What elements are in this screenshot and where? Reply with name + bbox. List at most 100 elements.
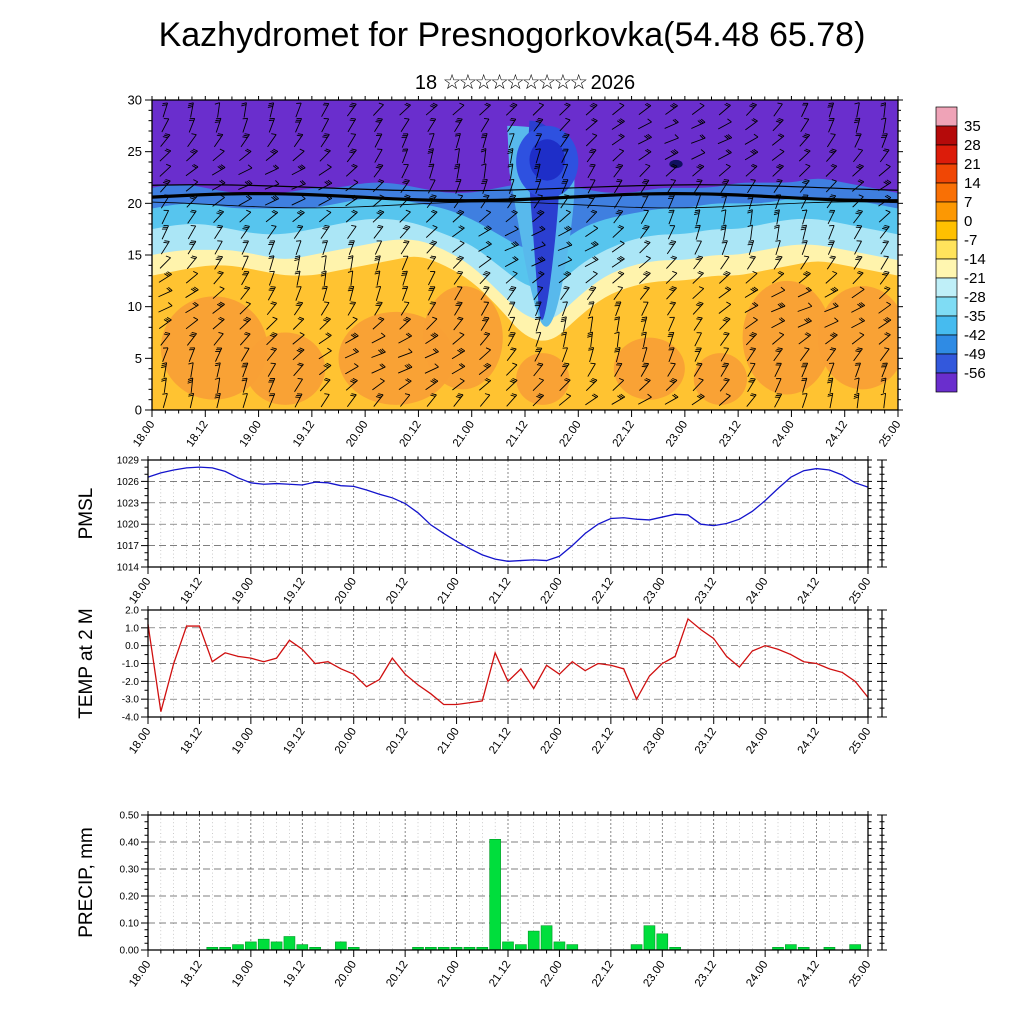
precip-bar bbox=[232, 944, 244, 951]
x-tick-label: 18.12 bbox=[179, 726, 205, 756]
y-ticks bbox=[145, 99, 903, 411]
precip-bar bbox=[643, 925, 656, 951]
warm-blob bbox=[160, 296, 268, 400]
y-ticks bbox=[141, 609, 872, 718]
colorbar-label: -35 bbox=[964, 308, 986, 325]
precip-bar bbox=[270, 941, 283, 951]
x-tick-label: 18.00 bbox=[131, 419, 157, 449]
precip-bar bbox=[785, 944, 797, 951]
y-tick-label: 25 bbox=[128, 144, 142, 159]
x-tick-label: 18.00 bbox=[127, 726, 153, 756]
y-tick-label: 0.0 bbox=[125, 641, 139, 652]
x-tick-label: 18.12 bbox=[184, 419, 210, 449]
colorbar-label: 28 bbox=[964, 137, 981, 154]
warm-blob bbox=[742, 280, 832, 395]
y-tick-label: 1014 bbox=[117, 563, 140, 574]
y-tick-label: 2.0 bbox=[125, 606, 139, 617]
colorbar-label: -42 bbox=[964, 327, 986, 344]
x-tick-label: 22.12 bbox=[611, 419, 637, 449]
y-ticks bbox=[141, 814, 872, 951]
precip-bar bbox=[515, 944, 527, 951]
precip-bar bbox=[566, 944, 579, 951]
y-tick-label: -1.0 bbox=[122, 659, 140, 670]
precip-bar bbox=[283, 936, 296, 951]
precip-bar bbox=[630, 944, 643, 951]
x-tick-label: 24.12 bbox=[796, 726, 822, 756]
date-subtitle: 18 ☆☆☆☆☆☆☆☆☆ 2026 bbox=[152, 70, 898, 95]
y-axis-title: PRECIP, mm bbox=[76, 827, 97, 938]
colorbar-segment bbox=[935, 239, 958, 260]
y-tick-labels: -4.0 -3.0 -2.0 -1.0 0.0 1.0 2.0 bbox=[122, 606, 140, 724]
shear-band-line bbox=[152, 184, 898, 192]
colorbar-label: -14 bbox=[964, 251, 986, 268]
temp-chart: -4.0 -3.0 -2.0 -1.0 0.0 1.0 2.0 18.00 18.12 19.00… bbox=[76, 606, 887, 756]
right-detached-axis bbox=[877, 459, 887, 568]
warm-blob bbox=[818, 286, 898, 390]
x-tick-label: 24.12 bbox=[796, 959, 822, 989]
x-tick-label: 25.00 bbox=[877, 419, 903, 449]
colorbar-label: 35 bbox=[964, 118, 981, 135]
x-tick-labels: 18.00 18.12 19.00 19.12 20.00 20.12 21.00 21.12… bbox=[131, 419, 903, 449]
y-tick-label: 1023 bbox=[117, 498, 140, 509]
temperature-bands bbox=[152, 100, 898, 410]
x-tick-label: 21.00 bbox=[436, 959, 462, 989]
precip-bar bbox=[540, 925, 553, 951]
page-title: Kazhydromet for Presnogorkovka(54.48 65.… bbox=[158, 16, 866, 54]
x-tick-label: 23.12 bbox=[717, 419, 743, 449]
x-ticks bbox=[151, 96, 899, 417]
precip-bar bbox=[296, 944, 309, 951]
precip-bar bbox=[502, 941, 514, 951]
colorbar-label: -56 bbox=[964, 365, 986, 382]
x-ticks bbox=[147, 456, 869, 574]
y-tick-label: 10 bbox=[128, 299, 142, 314]
y-tick-label: 0.50 bbox=[120, 811, 140, 822]
colorbar-label: -28 bbox=[964, 289, 986, 306]
y-tick-label: 0 bbox=[135, 403, 142, 418]
precip-bar bbox=[335, 941, 347, 951]
colorbar-segment bbox=[935, 220, 958, 241]
y-tick-label: 5 bbox=[135, 351, 142, 366]
x-tick-label: 24.00 bbox=[771, 419, 797, 449]
wind-barbs-layer bbox=[158, 102, 892, 409]
warm-blob bbox=[422, 286, 503, 390]
x-tick-label: 19.12 bbox=[281, 726, 307, 756]
y-tick-label: 0.20 bbox=[120, 892, 140, 903]
precip-bar bbox=[849, 944, 861, 951]
y-axis-title: PMSL bbox=[76, 488, 97, 540]
colorbar-segment bbox=[935, 334, 958, 355]
colorbar-segment bbox=[935, 277, 958, 298]
colorbar-label: -7 bbox=[964, 232, 977, 249]
x-tick-label: 25.00 bbox=[847, 959, 873, 989]
colorbar: 35 28 21 14 7 0 -7 -14 -21 -28 -35 -42 -49 -56 bbox=[935, 106, 986, 393]
x-tick-label: 19.12 bbox=[291, 419, 317, 449]
x-tick-label: 24.12 bbox=[824, 419, 850, 449]
x-ticks bbox=[147, 606, 869, 724]
colorbar-segment bbox=[935, 182, 958, 203]
x-tick-label: 21.00 bbox=[451, 419, 477, 449]
y-axis-title: TEMP at 2 M bbox=[76, 608, 97, 719]
colorbar-label: 0 bbox=[964, 213, 972, 230]
y-tick-label: 15 bbox=[128, 248, 142, 263]
y-tick-label: 1020 bbox=[117, 520, 140, 531]
date-day: 18 bbox=[414, 72, 438, 94]
y-tick-labels: 0.00 0.10 0.20 0.30 0.40 0.50 bbox=[120, 811, 140, 957]
precip-bar bbox=[656, 933, 669, 951]
colorbar-segment bbox=[935, 125, 958, 146]
x-tick-labels: 18.00 18.12 19.00 19.12 20.00 20.12 21.00 21.12… bbox=[127, 726, 873, 756]
x-tick-label: 22.00 bbox=[539, 959, 565, 989]
x-tick-label: 21.12 bbox=[487, 726, 513, 756]
y-ticks bbox=[141, 459, 872, 568]
y-tick-label: 0.40 bbox=[120, 838, 140, 849]
x-tick-label: 21.12 bbox=[487, 959, 513, 989]
x-tick-label: 22.12 bbox=[590, 726, 616, 756]
pmsl-line bbox=[147, 466, 869, 562]
y-tick-labels: 1014 1017 1020 1023 1026 1029 bbox=[117, 456, 140, 574]
grid bbox=[148, 460, 868, 567]
x-tick-label: 22.00 bbox=[539, 726, 565, 756]
colorbar-segment bbox=[935, 163, 958, 184]
y-tick-labels: 0 5 10 15 20 25 30 bbox=[128, 95, 142, 418]
x-tick-label: 18.12 bbox=[179, 959, 205, 989]
